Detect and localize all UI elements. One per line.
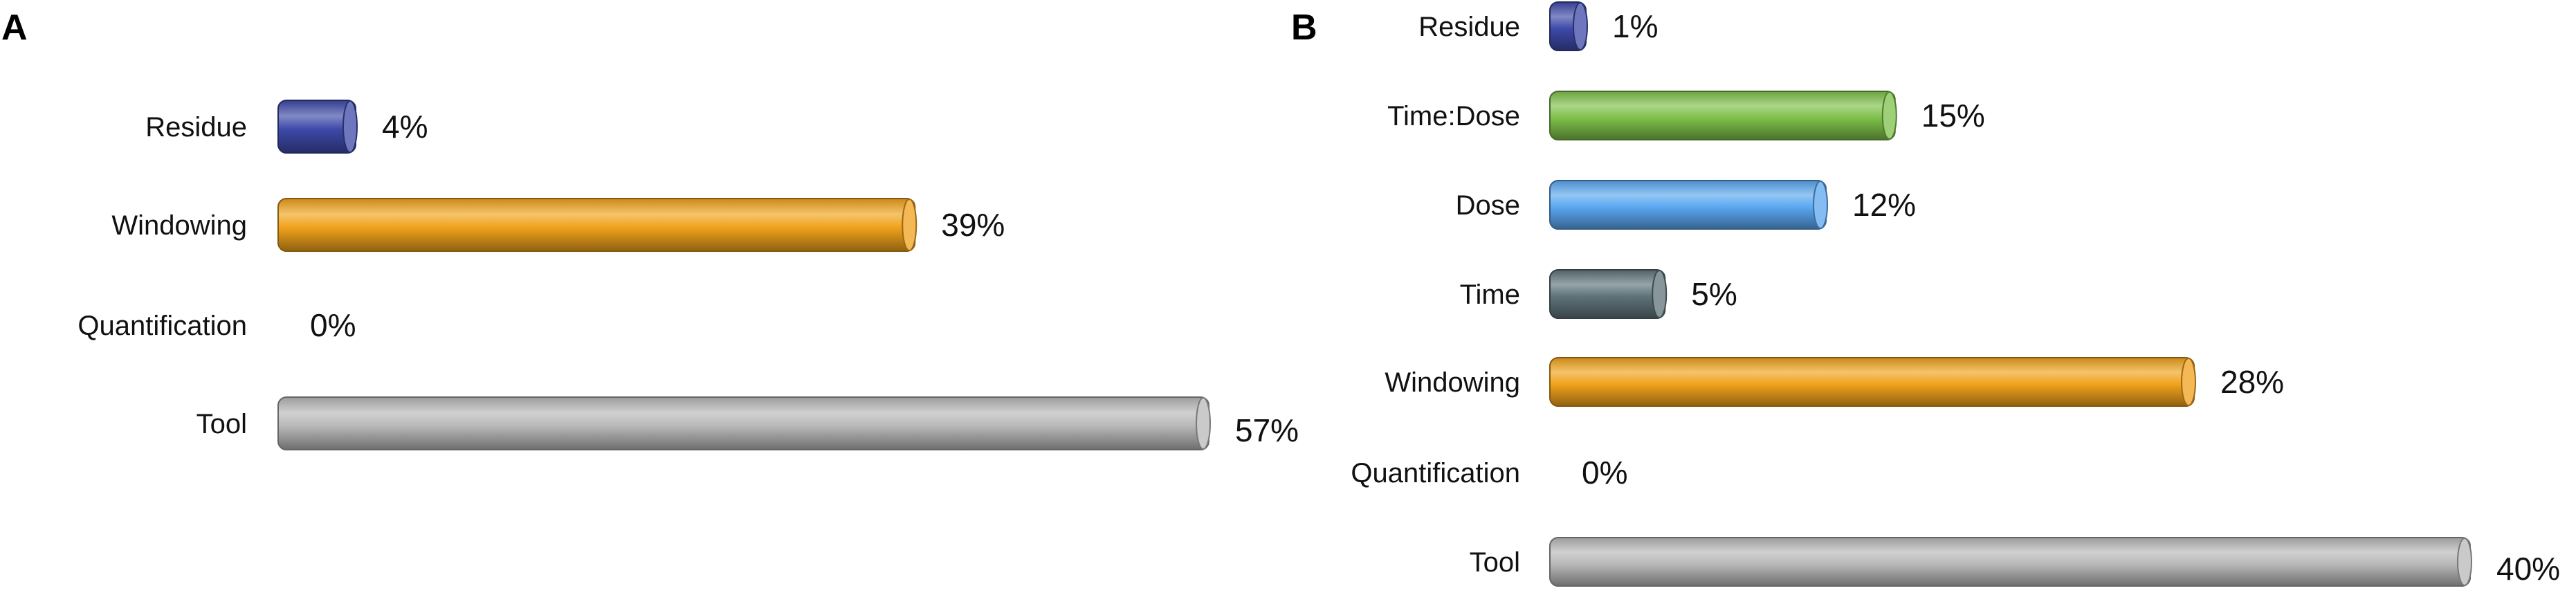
bar-tool <box>277 396 1211 450</box>
value-label-residue: 1% <box>1612 8 1658 44</box>
value-label-quantification: 0% <box>310 307 356 343</box>
category-label-time: Time <box>1460 280 1520 310</box>
panel-b-letter: B <box>1291 8 1317 48</box>
value-label-tool: 40% <box>2496 551 2560 587</box>
panel-a-bars: Residue 4% Windowing 39% Quantification 0% Too… <box>77 100 1299 450</box>
bar-residue <box>277 100 358 154</box>
category-label-windowing: Windowing <box>1385 367 1520 398</box>
bar-time-dose <box>1549 91 1897 140</box>
bar-windowing <box>277 198 917 252</box>
category-label-dose: Dose <box>1456 190 1520 221</box>
category-label-time-dose: Time:Dose <box>1387 101 1520 131</box>
category-label-residue: Residue <box>1418 12 1520 42</box>
category-label-residue: Residue <box>145 112 247 143</box>
value-label-tool: 57% <box>1235 412 1299 448</box>
category-label-quantification: Quantification <box>77 311 247 341</box>
category-label-windowing: Windowing <box>111 210 247 241</box>
bar-windowing <box>1549 357 2196 407</box>
value-label-windowing: 39% <box>941 207 1005 243</box>
category-label-tool: Tool <box>1470 547 1520 578</box>
value-label-quantification: 0% <box>1582 455 1627 491</box>
bar-time <box>1549 269 1668 319</box>
value-label-windowing: 28% <box>2220 364 2284 400</box>
panel-b: B Residue 1% Time:Dose 15% Dose 12% Time 5% Wind… <box>1291 1 2560 587</box>
bar-tool <box>1549 537 2472 587</box>
panel-b-bars: Residue 1% Time:Dose 15% Dose 12% Time 5% Window… <box>1351 1 2560 587</box>
bar-dose <box>1549 180 1828 230</box>
value-label-time: 5% <box>1691 276 1737 312</box>
value-label-dose: 12% <box>1852 187 1916 223</box>
bar-residue <box>1549 1 1588 51</box>
panel-a-letter: A <box>1 8 28 48</box>
category-label-quantification: Quantification <box>1351 458 1520 488</box>
value-label-time-dose: 15% <box>1921 98 1985 134</box>
value-label-residue: 4% <box>382 109 428 145</box>
category-label-tool: Tool <box>197 409 247 439</box>
panel-a: A Residue 4% Windowing 39% Quantification 0% T… <box>1 8 1299 450</box>
